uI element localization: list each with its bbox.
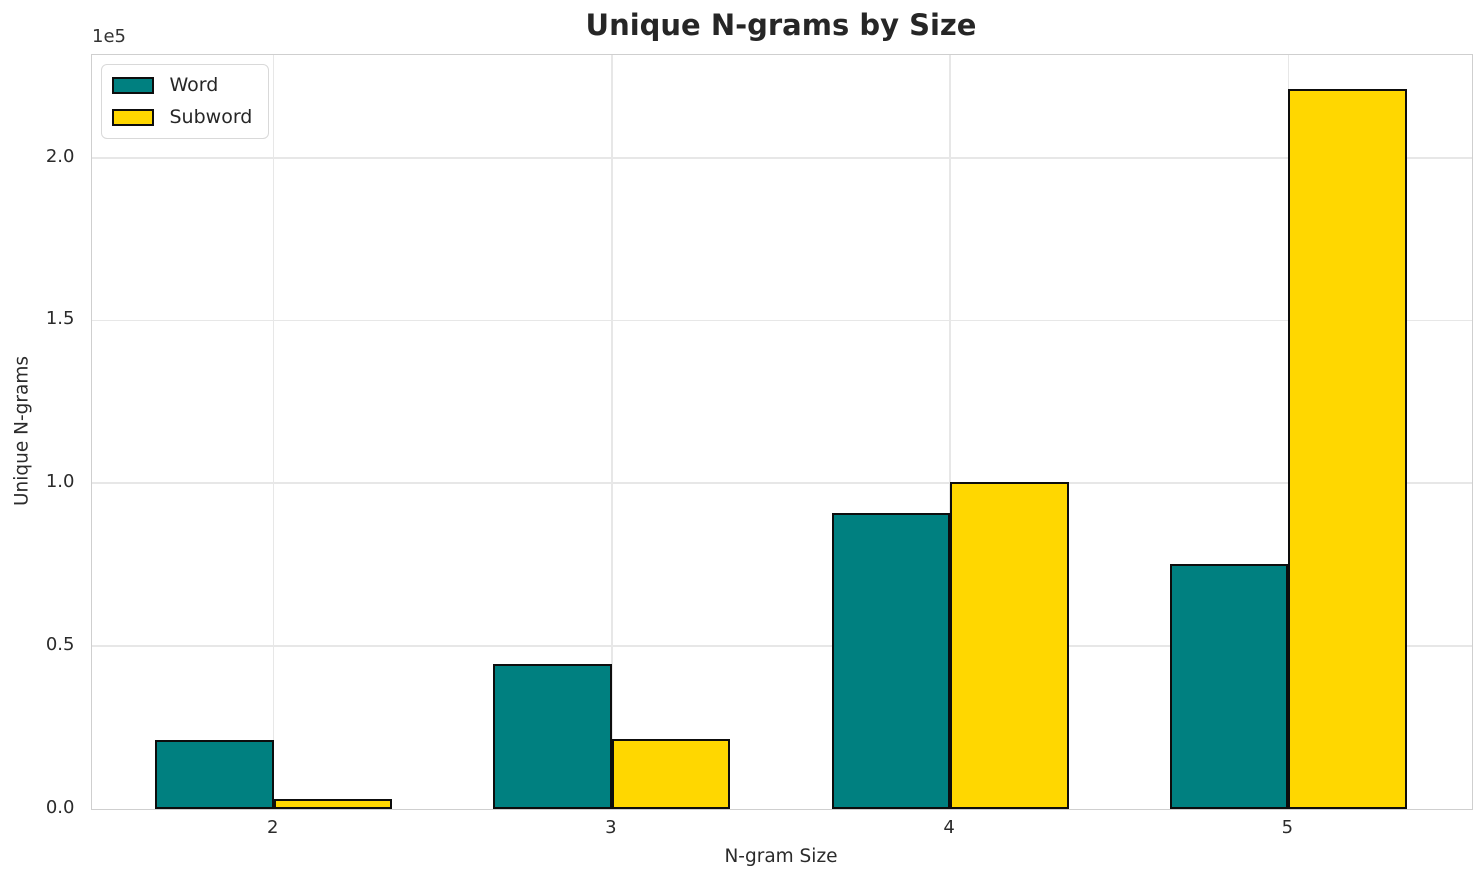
legend-swatch-word xyxy=(111,77,154,94)
bar-subword-n2 xyxy=(273,798,393,809)
y-tick-label: 1.0 xyxy=(45,471,75,493)
y-gridline xyxy=(91,482,1472,484)
y-gridline xyxy=(91,157,1472,159)
legend-item-subword: Subword xyxy=(111,106,253,129)
y-tick-label: 1.5 xyxy=(45,308,75,330)
bar-word-n2 xyxy=(155,740,274,809)
x-tick-label: 4 xyxy=(943,817,955,838)
y-axis-offset-label: 1e5 xyxy=(92,26,126,47)
x-gridline xyxy=(949,55,951,809)
plot-area: Word Subword xyxy=(90,54,1473,810)
x-tick-label: 2 xyxy=(266,817,279,838)
bar-word-n4 xyxy=(831,513,951,809)
y-gridline xyxy=(91,319,1472,322)
bar-word-n3 xyxy=(493,664,612,809)
bar-word-n5 xyxy=(1169,563,1289,809)
legend-swatch-subword xyxy=(111,109,154,126)
bar-subword-n3 xyxy=(611,738,731,809)
y-tick-label: 2.0 xyxy=(45,145,75,167)
legend: Word Subword xyxy=(100,64,270,139)
bar-subword-n5 xyxy=(1288,88,1407,809)
x-tick-label: 3 xyxy=(605,817,617,838)
legend-label-word: Word xyxy=(169,74,219,96)
x-gridline xyxy=(611,55,613,809)
x-gridline xyxy=(272,55,275,809)
y-tick-label: 0.0 xyxy=(45,796,75,818)
legend-label-subword: Subword xyxy=(169,106,253,128)
x-axis-label: N-gram Size xyxy=(724,846,838,867)
y-tick-label: 0.5 xyxy=(45,633,75,655)
legend-item-word: Word xyxy=(111,74,253,97)
chart-title: Unique N-grams by Size xyxy=(585,8,977,42)
y-gridline xyxy=(91,645,1472,647)
x-tick-label: 5 xyxy=(1281,817,1294,838)
bar-subword-n4 xyxy=(950,481,1069,809)
